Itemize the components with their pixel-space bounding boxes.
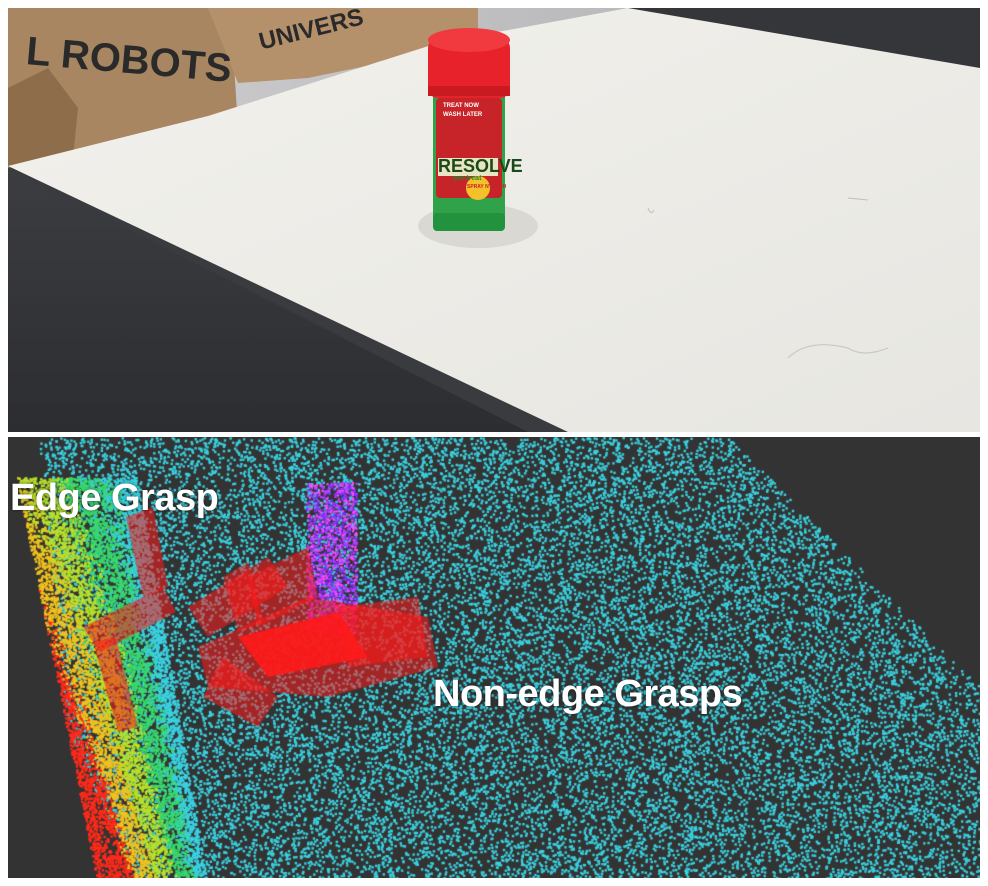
photo-panel: L ROBOTS UNIVERS TREAT NOW WASH LATER RE… [8, 8, 980, 432]
product-stick [428, 28, 510, 231]
product-badge: SPRAY N' WASH [467, 184, 507, 190]
edge-grasp-label: Edge Grasp [10, 477, 219, 519]
point-cloud-canvas [8, 437, 980, 878]
table-photo [8, 8, 980, 432]
non-edge-grasps-label: Non-edge Grasps [433, 673, 743, 715]
pointcloud-panel: Edge Grasp Non-edge Grasps [8, 437, 980, 878]
product-brand: RESOLVE [438, 156, 523, 176]
product-sub: pre-treat [453, 175, 482, 182]
product-text-2: WASH LATER [443, 112, 483, 118]
product-text-1: TREAT NOW [443, 103, 479, 109]
cardboard-box-right [208, 8, 478, 83]
